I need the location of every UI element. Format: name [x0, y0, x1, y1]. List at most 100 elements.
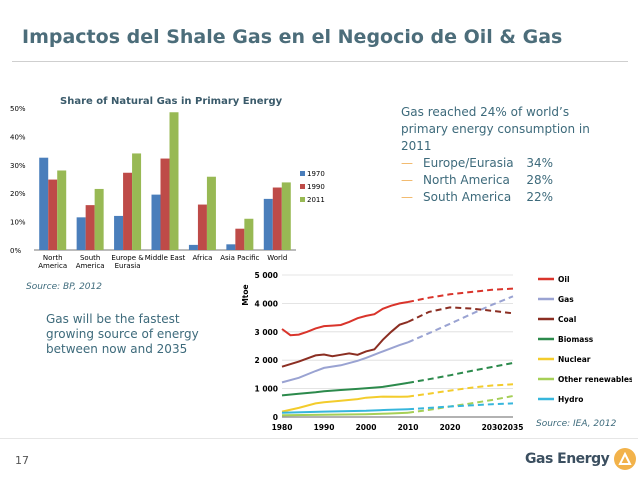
region-row-south-america: — South America 22% — [401, 189, 621, 206]
x-tick-label: America — [76, 262, 105, 270]
legend-swatch — [300, 197, 305, 202]
bar — [235, 228, 245, 250]
legend-label: Oil — [558, 275, 570, 284]
x-tick-label: South — [80, 254, 100, 262]
bar — [206, 176, 216, 250]
line-chart: 0 1 000 2 000 3 000 4 000 5 000 1980 1990 2000 20… — [241, 271, 632, 432]
y-tick-label: 3 000 — [255, 328, 279, 337]
legend-label: Nuclear — [558, 355, 591, 364]
x-tick-label: Africa — [192, 254, 212, 262]
source-iea: Source: IEA, 2012 — [536, 419, 617, 429]
fastest-note-line-3: between now and 2035 — [46, 342, 188, 356]
bar — [48, 179, 58, 250]
x-tick-label: 2000 — [356, 423, 377, 432]
legend-label: 2011 — [307, 196, 325, 204]
bar — [57, 170, 67, 250]
legend-label: Other renewables — [558, 375, 632, 384]
x-tick-label: 1990 — [314, 423, 335, 432]
series-projection-line — [407, 383, 514, 398]
region-name: South America — [423, 190, 512, 204]
legend-swatch — [300, 184, 305, 189]
series-projection-line — [407, 402, 514, 411]
gas-summary-line-3: 2011 — [401, 139, 432, 153]
y-tick-label: 4 000 — [255, 299, 279, 308]
x-tick-label: 2035 — [503, 423, 524, 432]
slide-title: Impactos del Shale Gas en el Negocio de … — [22, 26, 563, 48]
x-tick-label: World — [267, 254, 287, 262]
series-line — [281, 411, 409, 417]
bar — [169, 112, 179, 250]
bar — [188, 244, 198, 250]
region-share: 22% — [526, 190, 553, 204]
gas-summary-line-1: Gas reached 24% of world’s — [401, 105, 570, 119]
footer-bar — [0, 438, 638, 479]
bar — [132, 153, 142, 250]
logo-triangle-icon — [614, 448, 637, 470]
x-tick-label: 2020 — [440, 423, 461, 432]
legend-label: 1970 — [307, 170, 325, 178]
series-projection-line — [407, 295, 514, 344]
bar — [85, 205, 95, 250]
y-tick-label: 0 — [273, 413, 278, 422]
x-tick-label: 2030 — [482, 423, 503, 432]
x-tick-label: Eurasia — [115, 262, 141, 270]
x-tick-label: 2010 — [398, 423, 419, 432]
series-line — [281, 381, 409, 397]
bar — [244, 218, 254, 250]
fastest-note-line-1: Gas will be the fastest — [46, 312, 180, 326]
slide-number: 17 — [15, 454, 29, 467]
fastest-growth-note: Gas will be the fastest growing source o… — [46, 312, 216, 357]
series-line — [281, 341, 409, 384]
region-share: 28% — [526, 173, 553, 187]
bar — [114, 215, 124, 250]
series-line — [281, 395, 409, 413]
y-tick-label: 2 000 — [255, 356, 279, 365]
series-projection-line — [407, 306, 514, 323]
y-tick-label: 5 000 — [255, 271, 279, 280]
title-divider — [12, 61, 628, 62]
y-axis-label: Mtoe — [241, 284, 250, 305]
gas-summary: Gas reached 24% of world’s primary energ… — [401, 104, 621, 206]
legend-label: Coal — [558, 315, 576, 324]
bar — [160, 158, 170, 250]
x-tick-label: Europe & — [111, 254, 144, 262]
region-name: Europe/Eurasia — [423, 156, 514, 170]
y-tick-label: 10% — [10, 219, 26, 227]
y-tick-label: 20% — [10, 190, 26, 198]
legend-label: Hydro — [558, 395, 583, 404]
series-line — [281, 301, 409, 337]
y-tick-label: 40% — [10, 133, 26, 141]
bar — [94, 188, 104, 250]
region-share: 34% — [526, 156, 553, 170]
bar — [263, 198, 273, 250]
legend-label: Gas — [558, 295, 574, 304]
region-row-europe: — Europe/Eurasia 34% — [401, 155, 621, 172]
y-tick-label: 50% — [10, 105, 26, 113]
x-tick-label: America — [38, 262, 67, 270]
region-row-north-america: — North America 28% — [401, 172, 621, 189]
bar — [272, 187, 282, 250]
legend-label: 1990 — [307, 183, 325, 191]
x-tick-label: North — [43, 254, 63, 262]
bar — [76, 217, 86, 250]
dash-bullet: — — [401, 156, 413, 170]
company-logo: Gas Energy — [525, 448, 637, 470]
bar — [197, 204, 207, 250]
series-projection-line — [407, 395, 514, 414]
source-bp: Source: BP, 2012 — [26, 282, 102, 292]
series-line — [281, 320, 409, 368]
y-tick-label: 0% — [10, 247, 21, 255]
logo-text: Gas Energy — [525, 451, 610, 467]
bar — [281, 182, 291, 250]
series-projection-line — [407, 362, 514, 384]
dash-bullet: — — [401, 173, 413, 187]
x-tick-label: Asia Pacific — [220, 254, 259, 262]
bar — [226, 244, 236, 250]
gas-summary-line-2: primary energy consumption in — [401, 122, 590, 136]
region-name: North America — [423, 173, 510, 187]
dash-bullet: — — [401, 190, 413, 204]
x-tick-label: Middle East — [145, 254, 186, 262]
series-line — [281, 408, 409, 414]
bar — [151, 194, 161, 250]
